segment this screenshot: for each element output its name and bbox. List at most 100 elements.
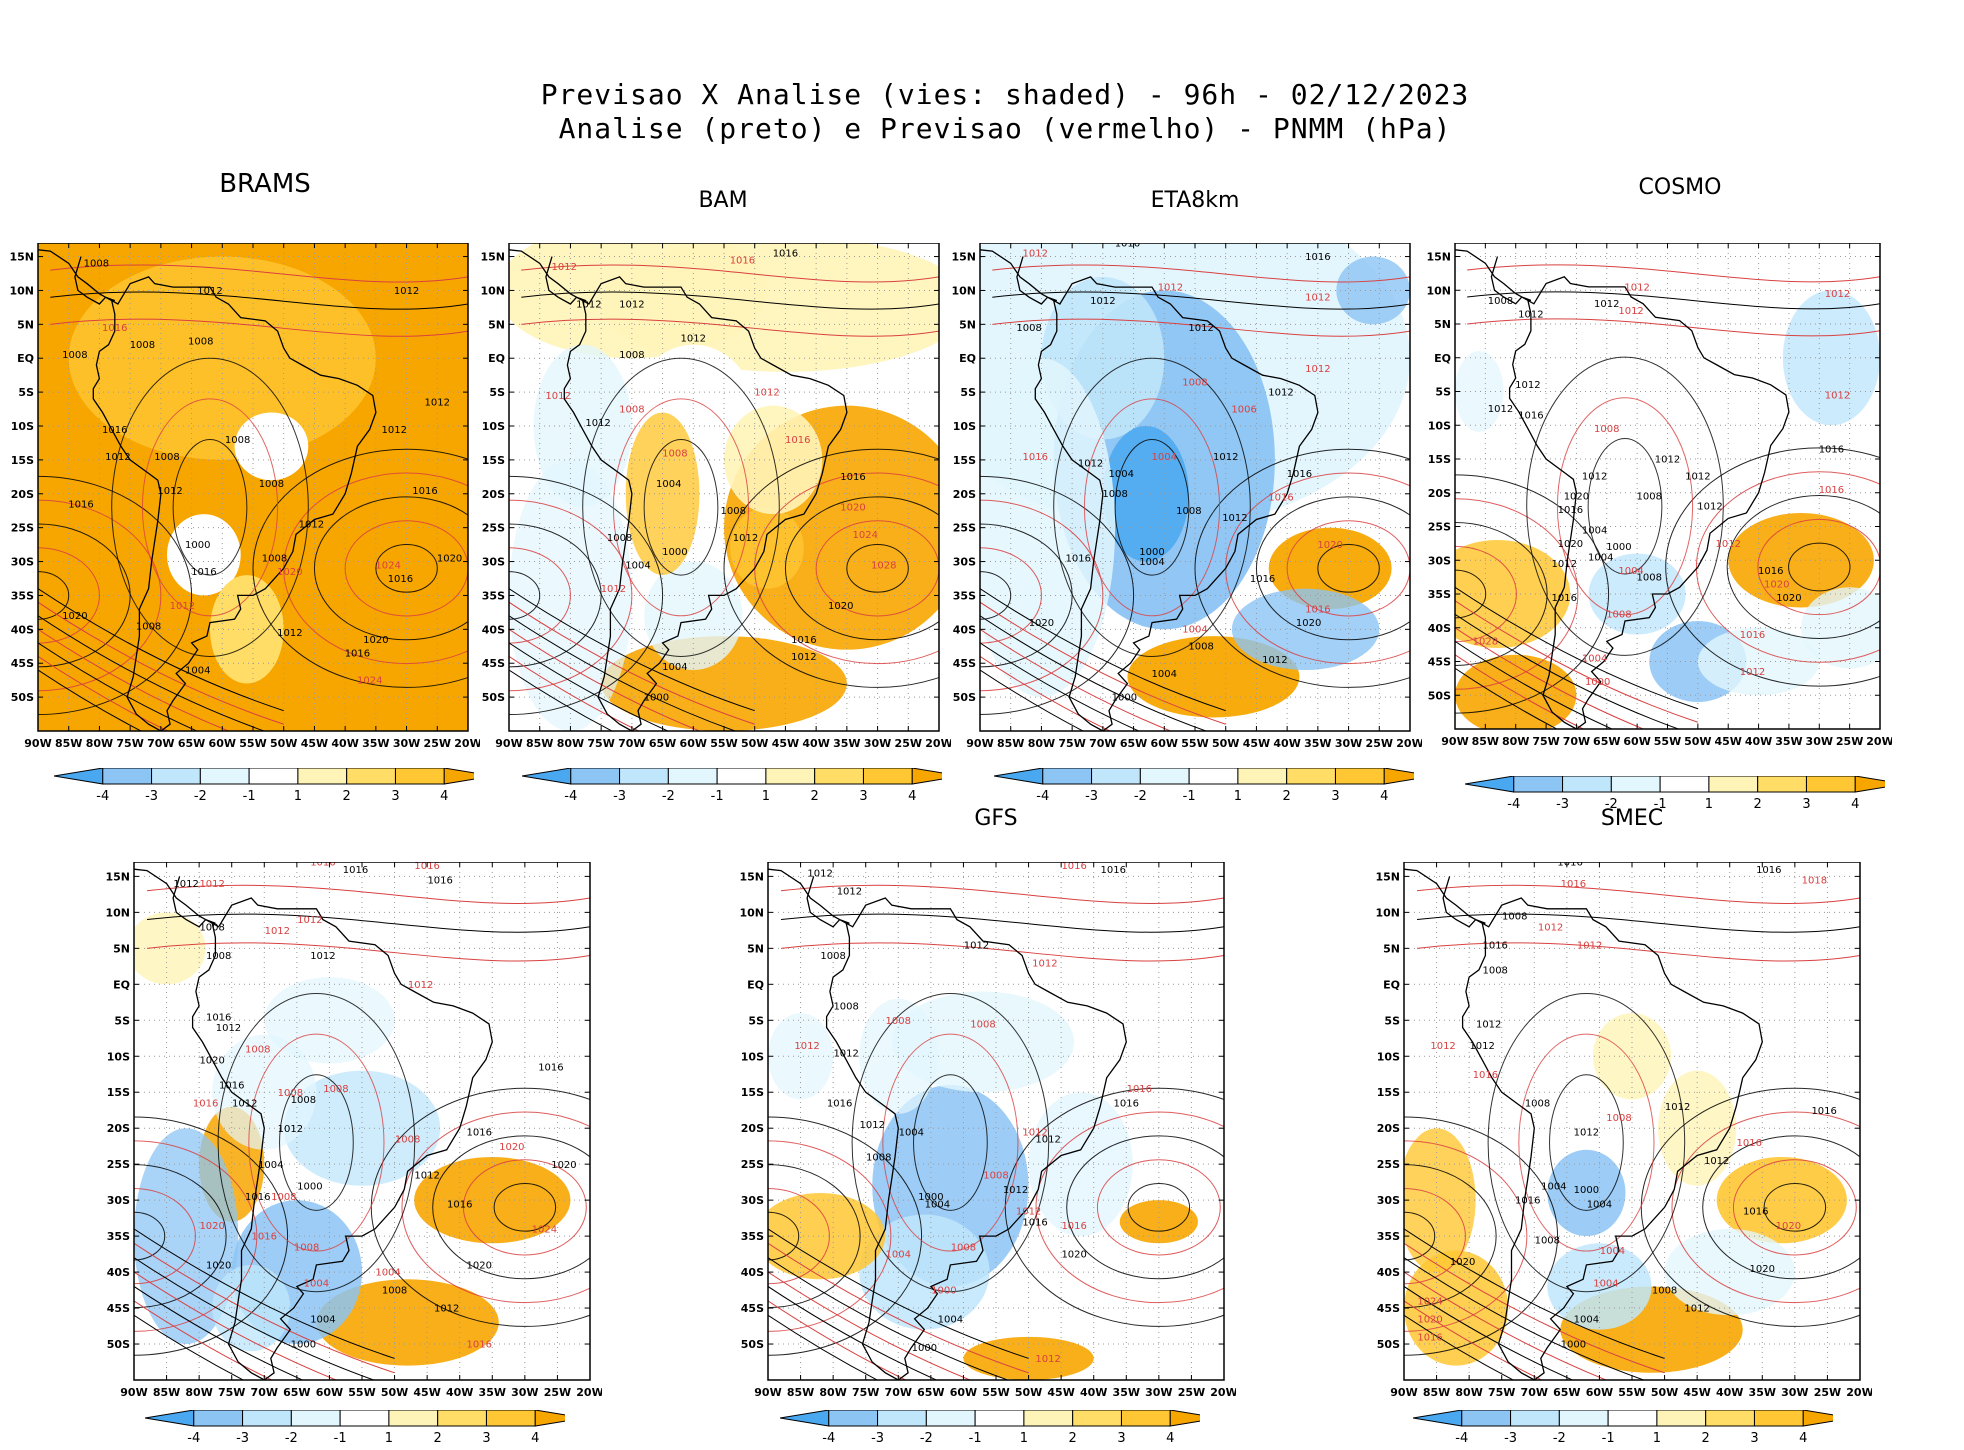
contour-label: 1012 — [299, 520, 324, 531]
contour-label: 1020 — [1764, 579, 1789, 590]
colorbar-box — [1072, 1410, 1122, 1427]
lat-tick-label: 15S — [107, 1086, 130, 1099]
contour-label: 1016 — [1022, 1217, 1047, 1228]
contour-label: 1008 — [983, 1171, 1008, 1182]
lat-tick-label: 25S — [11, 522, 34, 535]
contour-label: 1008 — [1502, 912, 1527, 923]
lon-tick-label: 20W — [576, 1386, 602, 1399]
isobar — [768, 1314, 879, 1380]
contour-label: 1016 — [1115, 243, 1140, 249]
colorbar-arrow-left — [54, 768, 104, 785]
isobar — [1416, 884, 1860, 904]
isobar — [146, 942, 590, 962]
isobar — [50, 264, 468, 283]
isobar — [134, 1116, 289, 1356]
contour-label: 1024 — [853, 530, 878, 541]
lon-tick-label: 45W — [1047, 1386, 1074, 1399]
isobar — [509, 499, 633, 692]
lon-tick-label: 50W — [270, 737, 297, 750]
isobar — [134, 1164, 227, 1309]
colorbar-box — [1656, 1410, 1707, 1427]
contour-label: 1000 — [1574, 1185, 1599, 1196]
contour-label: 1000 — [912, 1343, 937, 1354]
contour-label: 1012 — [277, 628, 302, 639]
contour-label: 1012 — [1715, 539, 1740, 550]
contour-label: 1012 — [1035, 1135, 1060, 1146]
isobar — [509, 571, 541, 620]
contour-label: 1012 — [1582, 471, 1607, 482]
isobar — [980, 642, 1140, 731]
lat-tick-label: 20S — [107, 1122, 130, 1135]
lat-tick-label: 45S — [482, 657, 505, 670]
lon-tick-label: 30W — [1145, 1386, 1172, 1399]
lat-tick-label: 35S — [107, 1230, 130, 1243]
colorbar-label: -1 — [969, 1431, 982, 1446]
contour-label: 1016 — [1114, 1099, 1139, 1110]
lon-tick-label: 75W — [116, 737, 143, 750]
isobar — [375, 544, 438, 593]
isobar — [1467, 291, 1880, 310]
lat-tick-label: 10N — [1426, 284, 1451, 297]
lat-tick-label: 50S — [1377, 1338, 1400, 1351]
lat-tick-label: 5N — [113, 942, 130, 955]
isobar — [1518, 1033, 1655, 1252]
contour-label: 1020 — [1558, 539, 1583, 550]
lat-tick-label: 45S — [953, 657, 976, 670]
isobar — [1732, 1159, 1857, 1256]
isobar — [134, 1314, 245, 1380]
coastline — [768, 868, 850, 928]
contour-label: 1008 — [607, 533, 632, 544]
isobar — [768, 1286, 938, 1380]
isobar — [1127, 1183, 1191, 1232]
map-panel-3: 1016 1016 1012 1012 1012 1012 1008 1012 1012 1008… — [951, 243, 1422, 750]
bias-shading — [601, 243, 939, 372]
isobar — [521, 291, 939, 310]
colorbar-box — [1286, 768, 1336, 785]
isobar — [521, 318, 939, 337]
coastline — [92, 276, 377, 731]
contour-label: 1012 — [310, 951, 335, 962]
colorbar-label: 2 — [343, 789, 351, 804]
lon-tick-label: 75W — [1058, 737, 1085, 750]
contour-label: 1012 — [794, 1041, 819, 1052]
isobar — [313, 496, 468, 641]
isobar — [134, 1286, 304, 1380]
lat-tick-label: 50S — [11, 691, 34, 704]
colorbar-box — [1562, 776, 1612, 793]
lon-tick-label: 50W — [381, 1386, 408, 1399]
colorbar-box — [199, 768, 250, 785]
lon-tick-label: 40W — [1080, 1386, 1107, 1399]
contour-label: 1016 — [102, 425, 127, 436]
contour-label: 1004 — [304, 1278, 329, 1289]
contour-label: 1004 — [1587, 1199, 1612, 1210]
contour-label: 1020 — [1450, 1257, 1475, 1268]
coastline — [825, 897, 1127, 1380]
contour-label: 1008 — [1176, 506, 1201, 517]
colorbar-box — [716, 768, 767, 785]
lon-tick-label: 50W — [1015, 1386, 1042, 1399]
isobar — [141, 398, 279, 617]
lon-tick-label: 65W — [917, 1386, 944, 1399]
colorbar-box — [1120, 1410, 1171, 1427]
contour-label: 1024 — [375, 560, 400, 571]
isobar — [612, 398, 750, 617]
lat-tick-label: 35S — [741, 1230, 764, 1243]
contour-label: 1016 — [1819, 485, 1844, 496]
contour-label: 1004 — [1139, 557, 1164, 568]
contour-label: 1016 — [1482, 940, 1507, 951]
lat-tick-label: 25S — [953, 522, 976, 535]
isobar — [38, 475, 193, 716]
contour-label: 1008 — [323, 1084, 348, 1095]
isobar — [111, 357, 309, 657]
lat-tick-label: 20S — [953, 488, 976, 501]
bias-shading — [1658, 1070, 1737, 1186]
bias-shading — [212, 1264, 291, 1352]
lat-tick-label: 30S — [107, 1194, 130, 1207]
isobar — [248, 1033, 385, 1252]
colorbar-label: -1 — [1654, 797, 1667, 812]
contour-label: 1016 — [1558, 505, 1583, 516]
isobar — [344, 520, 468, 617]
lon-tick-label: 40W — [1273, 737, 1300, 750]
contour-label: 1020 — [1776, 593, 1801, 604]
contour-label: 1012 — [1305, 293, 1330, 304]
